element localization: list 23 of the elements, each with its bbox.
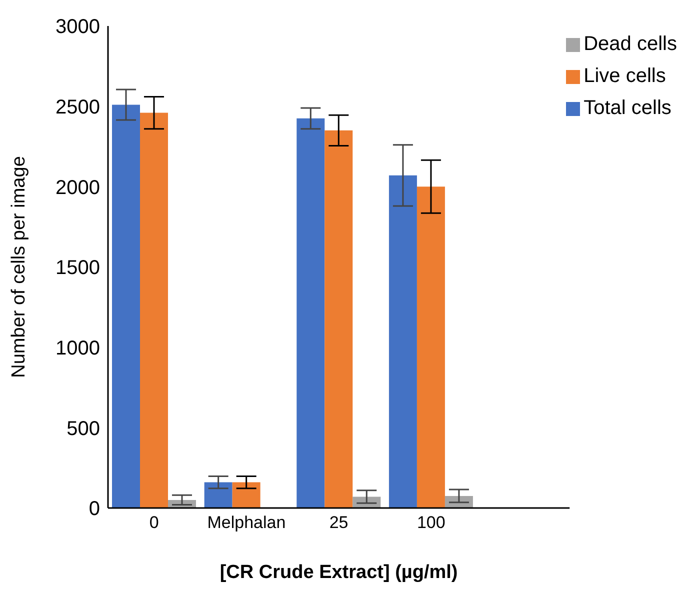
legend-label: Total cells bbox=[584, 97, 672, 119]
x-tick-label: Melphalan bbox=[207, 513, 286, 532]
x-tick-label: 25 bbox=[329, 513, 348, 532]
bar bbox=[388, 175, 417, 508]
legend-label: Live cells bbox=[584, 65, 666, 87]
bar bbox=[324, 130, 353, 508]
x-tick-label: 0 bbox=[149, 513, 159, 532]
y-tick-label: 2000 bbox=[56, 176, 100, 199]
bar bbox=[416, 186, 445, 508]
bar bbox=[232, 482, 260, 508]
bar bbox=[296, 118, 325, 508]
bar bbox=[140, 112, 168, 508]
y-tick-label: 3000 bbox=[56, 16, 100, 38]
bar bbox=[204, 482, 232, 508]
x-tick-label: 100 bbox=[416, 513, 446, 532]
x-axis-title: [CR Crude Extract] (µg/ml) bbox=[220, 562, 458, 583]
y-tick-label: 1500 bbox=[56, 257, 100, 280]
legend-label: Dead cells bbox=[584, 33, 677, 55]
y-axis-title: Number of cells per image bbox=[8, 156, 30, 378]
y-tick-label: 2500 bbox=[56, 96, 100, 118]
y-tick-label: 500 bbox=[66, 418, 100, 440]
bar bbox=[112, 104, 140, 508]
y-tick-label: 1000 bbox=[56, 337, 100, 360]
